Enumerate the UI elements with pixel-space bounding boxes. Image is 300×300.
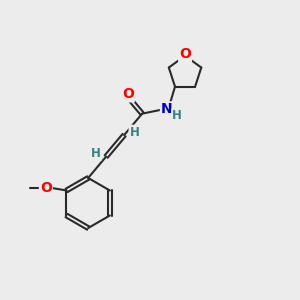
Text: O: O (179, 47, 191, 61)
Text: O: O (40, 181, 52, 194)
Text: O: O (122, 87, 134, 101)
Text: H: H (91, 147, 101, 160)
Text: H: H (172, 109, 182, 122)
Text: H: H (130, 126, 140, 139)
Text: N: N (161, 102, 172, 116)
